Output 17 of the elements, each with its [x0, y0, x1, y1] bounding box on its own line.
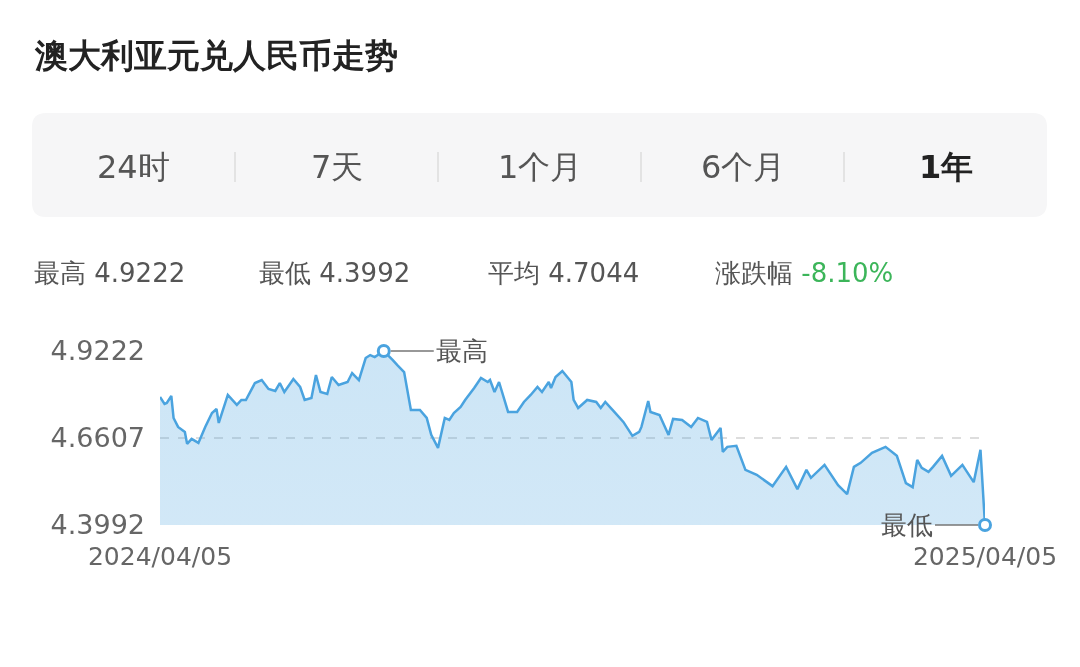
chart-title: 澳大利亚元兑人民币走势 — [34, 36, 398, 75]
x-tick-label: 2024/04/05 — [87, 542, 233, 571]
annotation: 最低 — [881, 510, 933, 540]
text: 1个月 — [498, 148, 583, 186]
text: 7天 — [311, 148, 364, 186]
x-tick-label: 2025/04/05 — [912, 542, 1058, 571]
text: 1年 — [919, 148, 974, 186]
y-tick-label: 4.3992 — [50, 509, 145, 541]
y-tick-label: 4.9222 — [50, 335, 145, 367]
text: 最高 4.9222 — [34, 258, 186, 288]
text: 最低 4.3992 — [259, 258, 411, 288]
text: 涨跌幅 -8.10% — [715, 258, 894, 288]
y-tick-label: 4.6607 — [50, 422, 145, 454]
annotation: 最高 — [436, 336, 488, 366]
text: 6个月 — [701, 148, 786, 186]
text: 24时 — [97, 148, 170, 186]
text: 平均 4.7044 — [488, 258, 640, 288]
